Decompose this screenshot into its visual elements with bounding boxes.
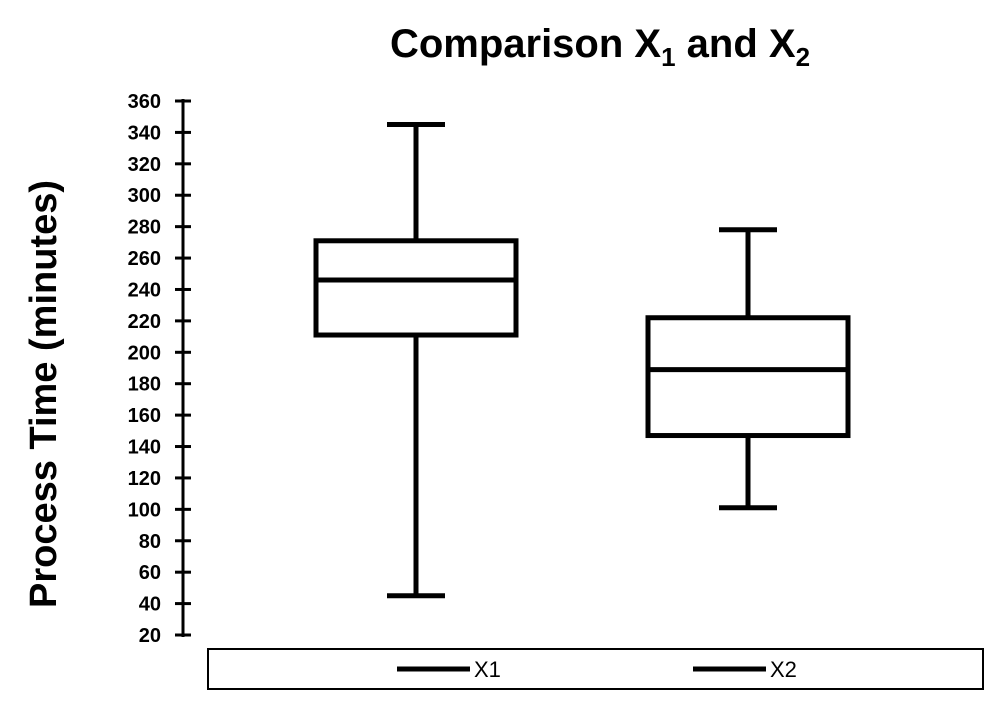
box-x2	[645, 227, 851, 511]
box-x1	[313, 122, 519, 599]
y-tick-label: 160	[128, 405, 161, 427]
y-tick-label: 140	[128, 437, 161, 459]
y-tick-label: 20	[139, 625, 161, 647]
legend-label-x1: X1	[474, 657, 501, 682]
legend-label-x2: X2	[770, 657, 797, 682]
y-axis: 20 40 60 80 100 120 140 160 180 200 220 240 260 280 30…	[128, 91, 191, 647]
iqr-box-x2	[645, 315, 851, 439]
y-tick-label: 280	[128, 217, 161, 239]
y-tick-label: 120	[128, 468, 161, 490]
y-tick-label: 40	[139, 594, 161, 616]
y-tick-label: 100	[128, 499, 161, 521]
y-axis-label: Process Time (minutes)	[23, 180, 65, 608]
y-tick-label: 300	[128, 185, 161, 207]
y-tick-label: 200	[128, 342, 161, 364]
y-tick-label: 60	[139, 562, 161, 584]
iqr-box-x1	[313, 238, 519, 338]
y-tick-label: 220	[128, 311, 161, 333]
y-tick-label: 260	[128, 248, 161, 270]
y-tick-label: 340	[128, 122, 161, 144]
boxes	[313, 122, 851, 599]
y-tick-label: 180	[128, 374, 161, 396]
chart-title: Comparison X1 and X2	[390, 22, 810, 72]
y-tick-label: 240	[128, 279, 161, 301]
y-tick-label: 80	[139, 531, 161, 553]
legend: X1 X2	[207, 648, 984, 690]
y-tick-label: 360	[128, 91, 161, 113]
y-tick-label: 320	[128, 154, 161, 176]
legend-box	[207, 648, 984, 690]
